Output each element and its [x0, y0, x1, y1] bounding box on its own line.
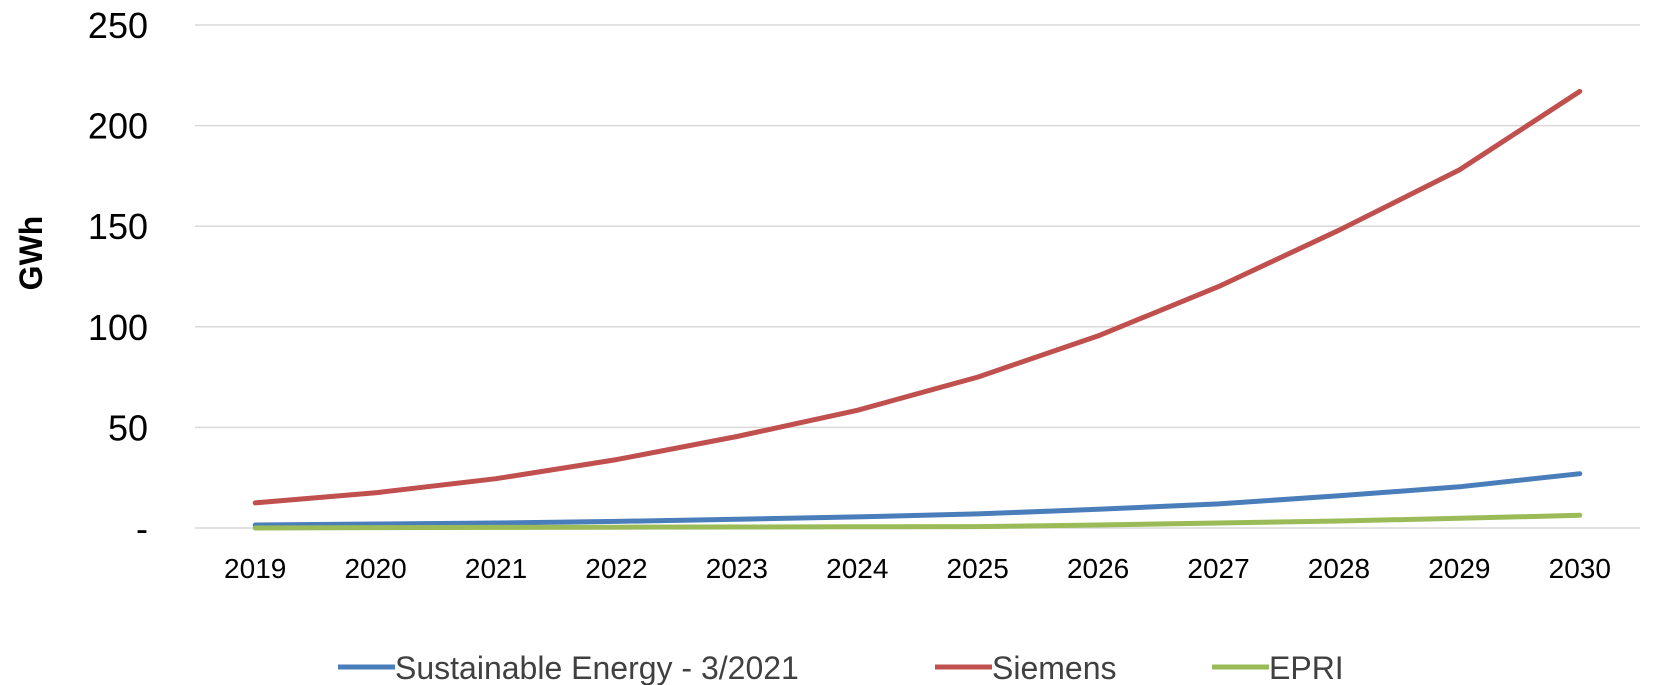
legend: Sustainable Energy - 3/2021 Siemens EPRI: [338, 650, 1344, 685]
x-tick-label: 2019: [224, 553, 286, 584]
legend-label: Sustainable Energy - 3/2021: [395, 650, 799, 685]
x-axis-ticks: 2019 2020 2021 2022 2023 2024 2025 2026 2027 2028…: [224, 553, 1611, 584]
legend-label: EPRI: [1269, 650, 1344, 685]
series-line-2: [252, 512, 1583, 531]
x-tick-label: 2024: [826, 553, 888, 584]
x-tick-label: 2027: [1187, 553, 1249, 584]
y-axis-ticks: - 50 100 150 200 250: [88, 5, 148, 549]
x-tick-label: 2026: [1067, 553, 1129, 584]
x-tick-label: 2023: [706, 553, 768, 584]
x-tick-label: 2020: [344, 553, 406, 584]
y-tick-label: -: [136, 508, 148, 549]
y-tick-label: 200: [88, 106, 148, 147]
y-tick-label: 50: [108, 407, 148, 448]
x-tick-label: 2025: [947, 553, 1009, 584]
y-tick-label: 150: [88, 206, 148, 247]
legend-label: Siemens: [992, 650, 1117, 685]
gridlines: [195, 24, 1640, 429]
y-tick-label: 250: [88, 5, 148, 46]
x-tick-label: 2028: [1308, 553, 1370, 584]
x-tick-label: 2022: [585, 553, 647, 584]
series-lines: [252, 88, 1583, 531]
x-tick-label: 2029: [1428, 553, 1490, 584]
series-line-0: [252, 471, 1583, 528]
x-tick-label: 2021: [465, 553, 527, 584]
x-tick-label: 2030: [1549, 553, 1611, 584]
y-axis-label: GWh: [13, 216, 49, 291]
series-line-1: [252, 88, 1583, 506]
y-tick-label: 100: [88, 307, 148, 348]
